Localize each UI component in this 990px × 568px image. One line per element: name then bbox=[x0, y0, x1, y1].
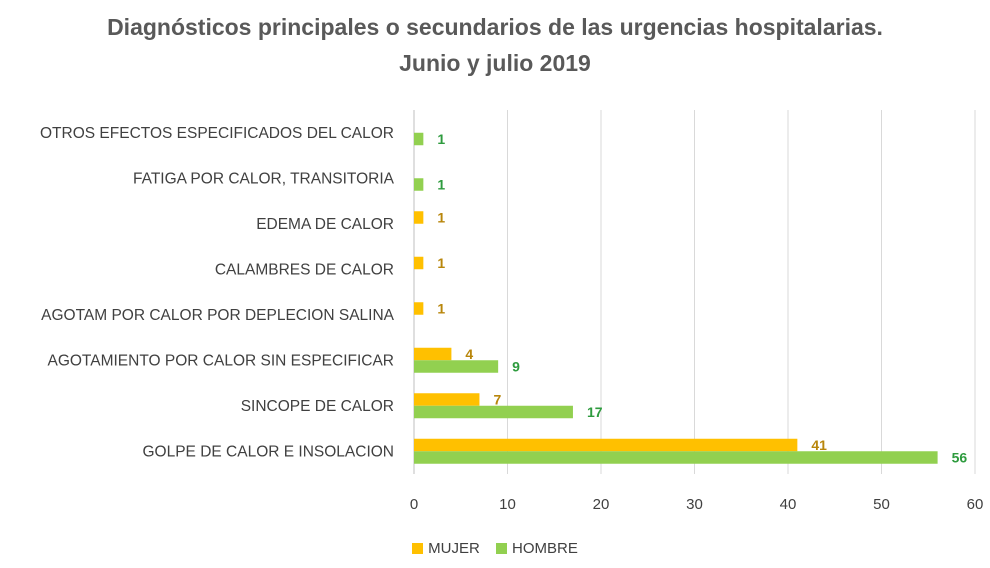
legend-item-hombre: HOMBRE bbox=[496, 540, 578, 557]
legend-label-hombre: HOMBRE bbox=[512, 540, 578, 557]
x-tick-label: 30 bbox=[686, 496, 703, 513]
x-tick-label: 20 bbox=[593, 496, 610, 513]
data-label-mujer: 1 bbox=[437, 301, 445, 317]
data-label-hombre: 9 bbox=[512, 359, 520, 375]
category-label: CALAMBRES DE CALOR bbox=[215, 261, 394, 278]
chart-title: Diagnósticos principales o secundarios d… bbox=[107, 14, 883, 40]
category-label: FATIGA POR CALOR, TRANSITORIA bbox=[133, 170, 395, 187]
data-label-mujer: 7 bbox=[493, 392, 501, 408]
data-label-hombre: 1 bbox=[437, 131, 445, 147]
legend-swatch-mujer bbox=[412, 543, 424, 554]
bar-mujer bbox=[414, 256, 424, 270]
x-tick-label: 10 bbox=[499, 496, 516, 513]
category-label: SINCOPE DE CALOR bbox=[241, 398, 394, 415]
bar-hombre bbox=[414, 178, 424, 191]
x-tick-label: 0 bbox=[410, 496, 418, 513]
legend-swatch-hombre bbox=[496, 543, 507, 554]
data-label-mujer: 1 bbox=[437, 210, 445, 226]
data-label-hombre: 1 bbox=[437, 177, 445, 193]
x-tick-label: 40 bbox=[780, 496, 797, 513]
bar-hombre bbox=[414, 360, 499, 373]
legend: MUJER HOMBRE bbox=[0, 540, 990, 558]
bar-mujer bbox=[414, 302, 424, 315]
data-label-hombre: 17 bbox=[587, 404, 603, 420]
bar-mujer bbox=[414, 347, 452, 361]
legend-item-mujer: MUJER bbox=[412, 540, 480, 557]
data-label-mujer: 41 bbox=[811, 437, 827, 453]
bar-hombre bbox=[414, 451, 938, 464]
x-tick-label: 60 bbox=[967, 496, 984, 513]
data-label-hombre: 56 bbox=[952, 450, 968, 466]
bar-mujer bbox=[414, 438, 798, 452]
category-label: AGOTAM POR CALOR POR DEPLECION SALINA bbox=[41, 307, 395, 324]
bar-hombre bbox=[414, 132, 424, 146]
category-label: GOLPE DE CALOR E INSOLACION bbox=[142, 443, 394, 460]
category-label: OTROS EFECTOS ESPECIFICADOS DEL CALOR bbox=[40, 125, 394, 142]
data-label-mujer: 4 bbox=[465, 346, 473, 362]
category-label: EDEMA DE CALOR bbox=[256, 216, 394, 233]
category-label: AGOTAMIENTO POR CALOR SIN ESPECIFICAR bbox=[47, 352, 394, 369]
bar-mujer bbox=[414, 211, 424, 224]
chart-subtitle: Junio y julio 2019 bbox=[399, 50, 591, 76]
legend-label-mujer: MUJER bbox=[428, 540, 480, 557]
bar-mujer bbox=[414, 393, 480, 406]
data-label-mujer: 1 bbox=[437, 255, 445, 271]
x-tick-label: 50 bbox=[873, 496, 890, 513]
bar-hombre bbox=[414, 405, 573, 419]
